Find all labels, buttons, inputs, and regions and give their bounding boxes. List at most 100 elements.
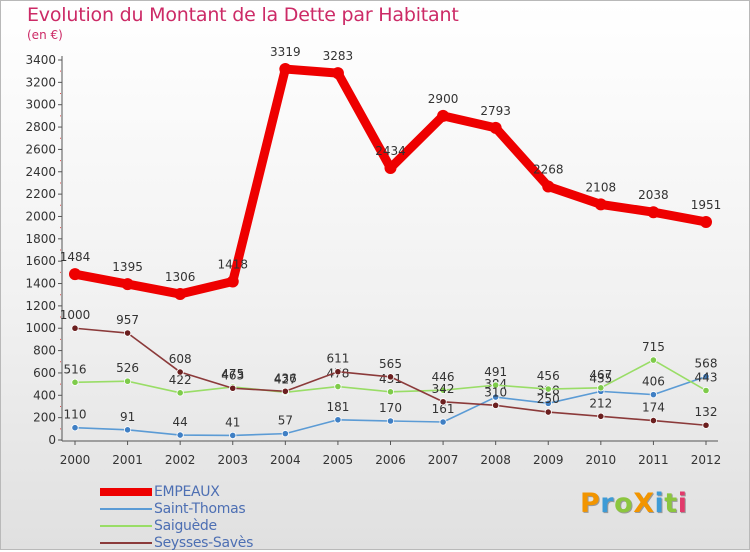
data-label: 310 — [484, 385, 507, 399]
data-label: 491 — [484, 365, 507, 379]
data-label: 565 — [379, 357, 402, 371]
y-tick-label: 200 — [33, 411, 56, 425]
x-tick-label: 2008 — [480, 453, 511, 467]
legend-label: Saint-Thomas — [154, 501, 246, 517]
data-point — [229, 384, 237, 392]
data-point — [121, 278, 134, 291]
data-label: 456 — [537, 369, 560, 383]
data-label: 41 — [225, 415, 240, 429]
data-label: 181 — [326, 400, 349, 414]
data-label: 1000 — [60, 308, 91, 322]
data-label: 526 — [116, 361, 139, 375]
data-point — [174, 288, 187, 301]
data-label: 435 — [589, 371, 612, 385]
logo-letter: P — [580, 488, 601, 519]
data-label: 91 — [120, 410, 135, 424]
y-tick-label: 1000 — [25, 321, 56, 335]
data-point — [176, 431, 184, 439]
x-tick-label: 2001 — [112, 453, 143, 467]
x-tick-label: 2006 — [375, 453, 406, 467]
data-point — [176, 389, 184, 397]
data-label: 467 — [589, 368, 612, 382]
data-point — [702, 386, 710, 395]
y-tick-label: 2600 — [25, 142, 56, 156]
y-tick-label: 400 — [33, 388, 56, 402]
y-tick-label: 0 — [48, 433, 56, 447]
data-label: 3319 — [270, 45, 301, 59]
data-point — [594, 198, 607, 211]
y-tick-label: 2200 — [25, 187, 56, 201]
y-tick-label: 3400 — [25, 53, 56, 67]
data-point — [71, 424, 79, 432]
chart-subtitle: (en €) — [27, 28, 63, 42]
data-label: 110 — [64, 408, 87, 422]
data-point — [386, 417, 395, 425]
proxiti-logo: ProXiti — [580, 488, 687, 519]
data-point — [649, 391, 658, 399]
data-point — [597, 384, 605, 392]
data-label: 608 — [169, 352, 192, 366]
data-label: 3283 — [323, 49, 354, 63]
data-label: 57 — [278, 414, 293, 428]
data-label: 463 — [221, 368, 244, 382]
data-label: 2038 — [638, 188, 669, 202]
legend-label: Saiguède — [154, 518, 217, 534]
data-point — [386, 373, 395, 381]
x-tick-label: 2012 — [691, 453, 722, 467]
data-point — [386, 388, 395, 396]
data-point — [439, 418, 447, 426]
logo-letter: i — [654, 488, 665, 519]
data-point — [334, 416, 342, 424]
data-point — [331, 67, 344, 80]
x-tick-label: 2002 — [165, 453, 196, 467]
logo-letter: i — [677, 488, 688, 519]
data-point — [702, 421, 710, 429]
data-point — [281, 430, 289, 438]
data-label: 2434 — [375, 144, 406, 158]
data-label: 132 — [695, 405, 718, 419]
data-point — [279, 63, 292, 76]
x-tick-label: 2005 — [323, 453, 354, 467]
data-point — [492, 401, 500, 409]
y-tick-label: 1600 — [25, 254, 56, 268]
data-point — [489, 121, 502, 134]
data-point — [439, 386, 447, 394]
data-label: 406 — [642, 375, 665, 389]
data-point — [492, 381, 500, 389]
legend-swatch — [100, 525, 152, 527]
x-tick-label: 2007 — [428, 453, 459, 467]
data-point — [384, 161, 397, 174]
chart-title: Evolution du Montant de la Dette par Hab… — [27, 4, 459, 26]
data-point — [334, 382, 342, 391]
legend-swatch — [100, 508, 152, 510]
data-point — [123, 329, 132, 337]
data-point — [597, 412, 605, 420]
data-label: 250 — [537, 392, 560, 406]
y-tick-label: 1400 — [25, 277, 56, 291]
data-label: 1395 — [112, 260, 143, 274]
data-point — [229, 431, 237, 440]
logo-letter: r — [600, 488, 615, 519]
data-point — [437, 109, 450, 122]
data-point — [702, 372, 710, 381]
data-label: 516 — [64, 362, 87, 376]
data-point — [123, 377, 132, 385]
legend-swatch — [100, 542, 152, 544]
data-point — [69, 268, 81, 281]
y-tick-label: 1200 — [25, 299, 56, 313]
data-label: 212 — [589, 396, 612, 410]
data-label: 2268 — [533, 163, 564, 177]
logo-letter: t — [664, 488, 678, 519]
data-label: 446 — [432, 370, 455, 384]
data-label: 957 — [116, 313, 139, 327]
data-point — [123, 426, 132, 434]
x-tick-label: 2011 — [638, 453, 669, 467]
data-point — [439, 398, 447, 406]
data-label: 1951 — [691, 198, 722, 212]
data-label: 436 — [274, 371, 297, 385]
data-label: 2108 — [586, 180, 617, 194]
logo-letter: o — [614, 488, 634, 519]
data-point — [700, 215, 712, 228]
data-label: 443 — [695, 370, 718, 384]
